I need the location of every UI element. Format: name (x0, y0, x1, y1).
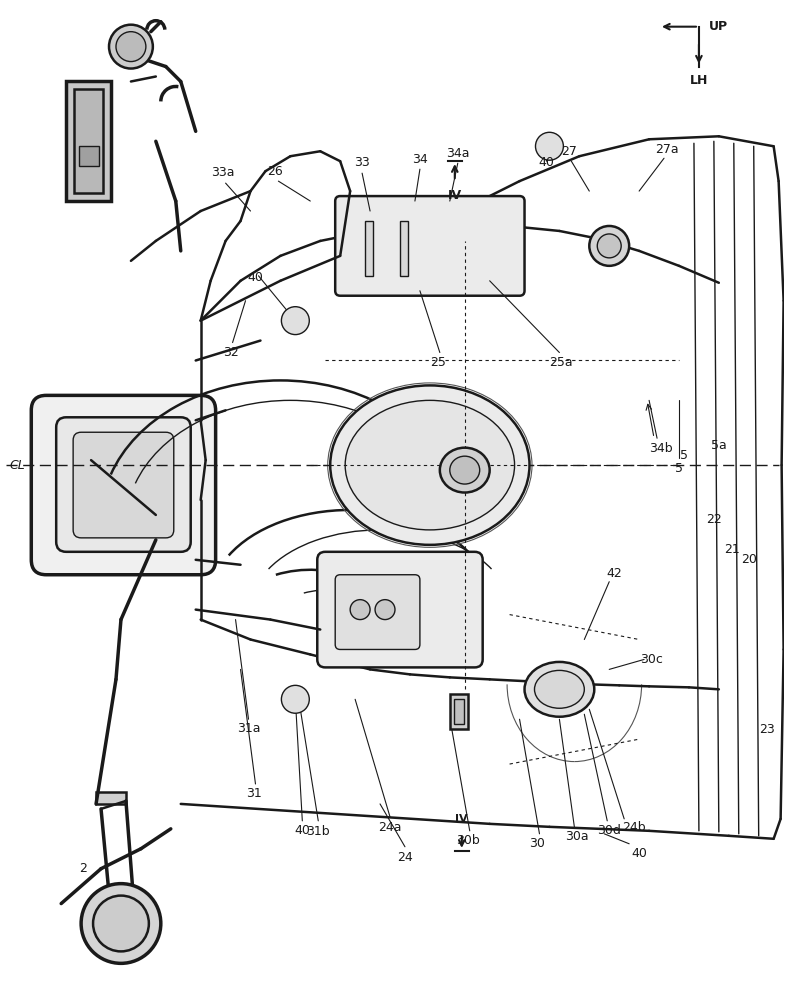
FancyBboxPatch shape (73, 432, 173, 538)
Circle shape (375, 600, 395, 620)
Bar (450, 694, 468, 729)
Text: IV: IV (447, 189, 462, 202)
Text: 32: 32 (223, 346, 239, 359)
Text: IV: IV (455, 814, 468, 824)
Ellipse shape (330, 385, 530, 545)
Text: 23: 23 (759, 723, 775, 736)
Text: 31a: 31a (237, 722, 261, 735)
Text: 27a: 27a (655, 143, 679, 156)
Ellipse shape (535, 670, 584, 708)
Text: CL: CL (9, 459, 25, 472)
Text: 24b: 24b (623, 821, 646, 834)
Text: 33: 33 (354, 156, 370, 169)
Circle shape (350, 600, 370, 620)
Text: 34a: 34a (446, 147, 469, 160)
Bar (454, 699, 464, 724)
Text: 2: 2 (79, 862, 87, 875)
Text: 34b: 34b (649, 442, 673, 455)
Bar (66, 81, 111, 201)
Text: 30a: 30a (565, 830, 590, 843)
Text: 30: 30 (530, 837, 546, 850)
Circle shape (109, 25, 153, 69)
Ellipse shape (450, 456, 480, 484)
Text: 24a: 24a (378, 821, 402, 834)
Text: 5: 5 (680, 449, 688, 462)
Bar (79, 146, 99, 166)
Text: 31: 31 (246, 787, 261, 800)
Circle shape (116, 32, 146, 62)
Ellipse shape (524, 662, 594, 717)
Text: 24: 24 (397, 851, 413, 864)
Text: 33a: 33a (211, 166, 235, 179)
Text: 40: 40 (539, 156, 554, 169)
Text: 5: 5 (675, 462, 683, 475)
Circle shape (597, 234, 621, 258)
Text: 40: 40 (294, 824, 310, 837)
Bar (74, 89, 103, 193)
Text: 31b: 31b (306, 825, 330, 838)
Text: 30d: 30d (597, 824, 621, 837)
Circle shape (81, 884, 161, 963)
Bar (96, 792, 126, 804)
Circle shape (535, 132, 564, 160)
Text: LH: LH (690, 74, 708, 87)
Text: 40: 40 (631, 847, 647, 860)
Circle shape (93, 896, 149, 951)
FancyBboxPatch shape (335, 575, 420, 649)
FancyBboxPatch shape (317, 552, 483, 667)
Text: 26: 26 (268, 165, 283, 178)
Text: 40: 40 (247, 271, 264, 284)
Circle shape (281, 307, 309, 335)
Circle shape (281, 685, 309, 713)
Bar (400, 221, 408, 276)
Text: 27: 27 (561, 145, 577, 158)
FancyBboxPatch shape (335, 196, 524, 296)
Text: 30b: 30b (456, 834, 480, 847)
Bar (365, 221, 373, 276)
Text: 5a: 5a (711, 439, 727, 452)
Text: 25a: 25a (550, 356, 573, 369)
Text: 25: 25 (430, 356, 446, 369)
Ellipse shape (440, 448, 490, 493)
FancyBboxPatch shape (57, 417, 191, 552)
Text: UP: UP (709, 20, 728, 33)
Text: 21: 21 (724, 543, 739, 556)
Text: 42: 42 (606, 567, 622, 580)
Ellipse shape (345, 400, 514, 530)
Circle shape (590, 226, 629, 266)
Text: 22: 22 (706, 513, 721, 526)
Text: 30c: 30c (640, 653, 663, 666)
Text: 20: 20 (741, 553, 757, 566)
Text: 34: 34 (412, 153, 428, 166)
FancyBboxPatch shape (31, 395, 216, 575)
